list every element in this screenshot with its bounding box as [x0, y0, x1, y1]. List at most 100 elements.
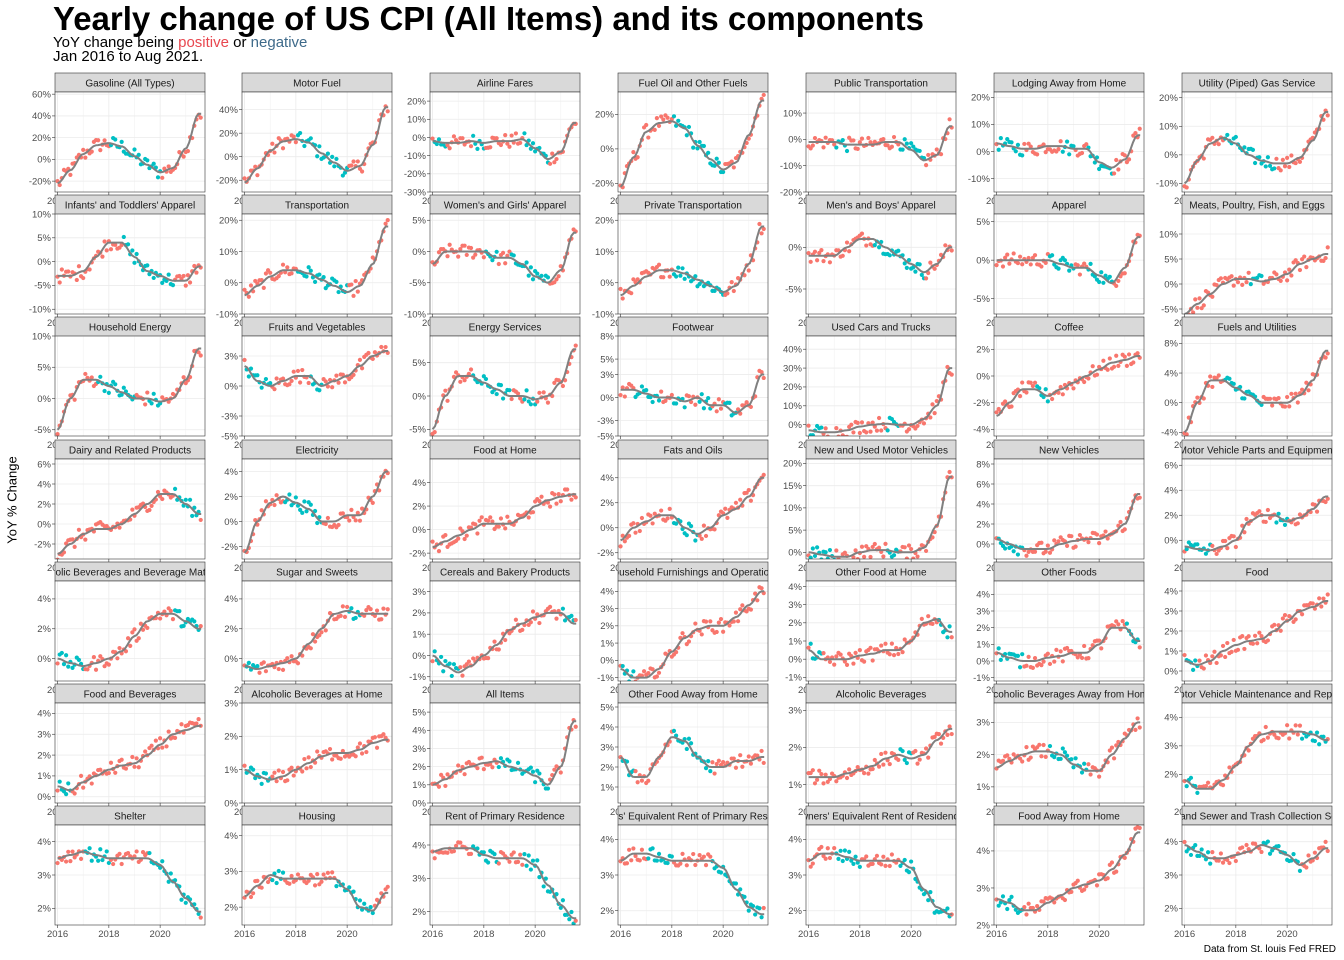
data-point	[513, 131, 518, 136]
data-point	[293, 140, 298, 145]
data-point	[1210, 543, 1215, 548]
data-point	[119, 139, 124, 144]
y-tick-label: 8%	[976, 459, 990, 470]
data-point	[885, 428, 890, 433]
data-point	[132, 764, 137, 769]
subtitle-prefix: YoY change being	[53, 34, 179, 51]
data-point	[125, 850, 131, 856]
data-point	[847, 249, 852, 254]
data-point	[183, 283, 188, 288]
data-point	[1323, 839, 1328, 844]
data-point	[306, 265, 311, 270]
facet-title: Meats, Poultry, Fish, and Eggs	[1189, 201, 1324, 212]
data-point	[280, 769, 286, 775]
data-point	[840, 858, 845, 864]
data-point	[70, 849, 75, 854]
data-point	[436, 549, 442, 554]
data-point	[1043, 260, 1048, 266]
data-point	[947, 624, 952, 629]
data-point	[1056, 146, 1061, 152]
y-tick-label: -10%	[29, 305, 52, 316]
data-point	[740, 603, 745, 608]
data-point	[138, 621, 143, 626]
data-point	[569, 613, 574, 618]
data-point	[503, 133, 508, 138]
y-tick-label: -2%	[221, 542, 238, 553]
y-tick-label: -2%	[597, 548, 614, 559]
data-point	[1015, 653, 1021, 658]
data-point	[891, 653, 897, 658]
data-point	[530, 510, 536, 515]
data-point	[1094, 883, 1100, 888]
trend-line	[996, 236, 1141, 285]
data-point	[678, 273, 683, 278]
trend-line	[1183, 349, 1329, 433]
data-point	[1297, 159, 1303, 164]
data-point	[1073, 544, 1078, 549]
data-point	[327, 746, 333, 752]
data-point	[312, 279, 318, 284]
data-point	[507, 144, 512, 149]
data-point	[674, 401, 679, 406]
data-point	[1075, 263, 1080, 268]
data-point	[725, 291, 730, 296]
data-point	[934, 147, 939, 152]
data-point	[1037, 386, 1042, 391]
y-tick-label: -5%	[221, 431, 238, 442]
data-point	[909, 141, 914, 146]
data-point	[659, 114, 664, 119]
data-point	[270, 774, 275, 779]
data-point	[170, 617, 176, 622]
data-point	[1011, 251, 1016, 256]
data-point	[923, 746, 929, 751]
data-point	[706, 395, 711, 401]
data-point	[949, 635, 954, 640]
data-point	[569, 497, 574, 502]
data-point	[1077, 532, 1082, 538]
data-point	[1195, 790, 1200, 795]
x-tick-label: 2020	[525, 929, 546, 940]
data-point	[825, 846, 830, 851]
data-point	[757, 906, 762, 911]
data-point	[280, 146, 286, 151]
data-point	[1088, 261, 1093, 266]
data-point	[996, 903, 1001, 908]
y-tick-label: -10%	[404, 309, 427, 320]
data-point	[1126, 352, 1132, 357]
data-point	[1257, 155, 1262, 160]
y-tick-label: 1%	[412, 629, 426, 640]
data-point	[1024, 663, 1029, 668]
data-point	[1208, 861, 1213, 866]
data-point	[678, 861, 683, 866]
data-point	[535, 858, 540, 863]
data-point	[808, 259, 813, 264]
data-point	[656, 670, 662, 675]
y-tick-label: -2%	[34, 539, 51, 550]
data-point	[1009, 404, 1014, 409]
data-point	[312, 639, 318, 644]
data-point	[1225, 546, 1230, 551]
data-point	[1293, 723, 1298, 728]
data-point	[847, 767, 852, 772]
subtitle-positive: positive	[178, 34, 229, 51]
data-point	[684, 746, 689, 752]
data-point	[340, 604, 345, 609]
data-point	[70, 665, 75, 671]
data-point	[355, 745, 360, 750]
data-point	[712, 163, 717, 168]
data-point	[1252, 633, 1258, 638]
data-point	[263, 669, 269, 674]
y-tick-label: 1%	[976, 640, 990, 651]
y-tick-label: -1%	[409, 672, 426, 683]
data-point	[306, 755, 311, 760]
data-point	[166, 729, 171, 734]
data-point	[295, 368, 301, 374]
data-point	[759, 231, 764, 236]
data-point	[1105, 367, 1110, 372]
data-point	[1233, 544, 1238, 550]
facet-title: Household Energy	[89, 323, 171, 334]
data-point	[1312, 850, 1318, 855]
data-point	[379, 617, 384, 622]
